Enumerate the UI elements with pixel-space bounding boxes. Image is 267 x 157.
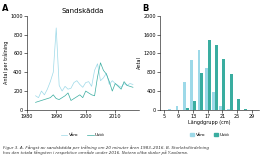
Text: A: A <box>2 4 9 13</box>
Ustö <box>52 94 55 96</box>
Ustö <box>46 98 49 100</box>
Bar <box>176 106 179 110</box>
Bar <box>208 40 211 110</box>
Ustö <box>72 98 76 100</box>
Bar <box>212 92 215 110</box>
Våro <box>84 82 87 84</box>
Title: Sandskädda: Sandskädda <box>62 8 104 14</box>
Ustö <box>93 95 96 97</box>
Ustö <box>120 88 123 90</box>
Bar <box>230 74 233 110</box>
Ustö <box>96 76 99 78</box>
Våro <box>125 84 129 86</box>
Bar <box>219 106 222 110</box>
Text: B: B <box>142 4 149 13</box>
Våro <box>66 88 70 90</box>
Ustö <box>40 100 43 101</box>
Bar <box>215 45 218 110</box>
Bar <box>190 60 193 110</box>
Bar <box>198 50 201 110</box>
X-axis label: Längdgrupp (cm): Längdgrupp (cm) <box>188 120 231 125</box>
Ustö <box>43 99 46 100</box>
Våro <box>34 95 37 97</box>
Våro <box>64 85 67 87</box>
Bar <box>205 68 208 110</box>
Våro <box>72 82 76 84</box>
Våro <box>114 83 117 84</box>
Bar <box>237 99 240 110</box>
Ustö <box>99 62 102 64</box>
Våro <box>69 87 73 89</box>
Våro <box>93 69 96 71</box>
Bar <box>222 59 225 110</box>
Ustö <box>34 101 37 103</box>
Våro <box>128 83 132 84</box>
Bar <box>183 82 186 110</box>
Ustö <box>87 92 90 94</box>
Ustö <box>75 96 78 98</box>
Line: Våro: Våro <box>36 28 133 98</box>
Y-axis label: Antal per trålning: Antal per trålning <box>3 41 9 84</box>
Våro <box>120 86 123 88</box>
Ustö <box>117 85 120 87</box>
Bar <box>201 73 203 110</box>
Våro <box>49 81 52 83</box>
Bar <box>168 109 171 110</box>
Ustö <box>102 69 105 71</box>
Våro <box>61 90 64 92</box>
Ustö <box>55 98 58 100</box>
Våro <box>87 81 90 83</box>
Y-axis label: Antal: Antal <box>137 56 142 69</box>
Bar <box>186 108 189 110</box>
Ustö <box>108 81 111 83</box>
Ustö <box>131 86 135 88</box>
Våro <box>108 84 111 85</box>
Våro <box>90 85 93 87</box>
Ustö <box>128 85 132 87</box>
Ustö <box>61 97 64 99</box>
Ustö <box>114 83 117 84</box>
Våro <box>131 84 135 85</box>
Våro <box>58 84 61 86</box>
Ustö <box>125 84 129 86</box>
Våro <box>43 94 46 96</box>
Ustö <box>123 81 126 83</box>
Bar <box>244 109 247 110</box>
Ustö <box>81 97 84 99</box>
Våro <box>105 72 108 74</box>
Legend: Våro, Ustö: Våro, Ustö <box>60 133 105 138</box>
Ustö <box>90 94 93 96</box>
Våro <box>46 88 49 90</box>
Legend: Våro, Ustö: Våro, Ustö <box>189 133 230 138</box>
Ustö <box>84 90 87 92</box>
Våro <box>52 71 55 73</box>
Våro <box>96 63 99 65</box>
Våro <box>81 86 84 88</box>
Bar <box>193 101 196 110</box>
Ustö <box>78 94 81 96</box>
Våro <box>111 80 114 82</box>
Våro <box>37 97 40 99</box>
Ustö <box>58 99 61 100</box>
Våro <box>55 27 58 29</box>
Ustö <box>37 100 40 102</box>
Våro <box>123 83 126 84</box>
Våro <box>40 90 43 92</box>
Våro <box>117 84 120 86</box>
Line: Ustö: Ustö <box>36 63 133 102</box>
Ustö <box>49 97 52 99</box>
Text: Figur 3. A. Fångst av sandskädda per trålning om 20 minuter åren 1983–2016. B. S: Figur 3. A. Fångst av sandskädda per trå… <box>3 146 209 155</box>
Våro <box>78 84 81 85</box>
Ustö <box>105 73 108 75</box>
Våro <box>75 80 78 82</box>
Ustö <box>66 92 70 94</box>
Ustö <box>111 90 114 92</box>
Våro <box>102 77 105 79</box>
Bar <box>227 109 230 110</box>
Ustö <box>69 100 73 101</box>
Ustö <box>64 95 67 97</box>
Våro <box>99 80 102 82</box>
